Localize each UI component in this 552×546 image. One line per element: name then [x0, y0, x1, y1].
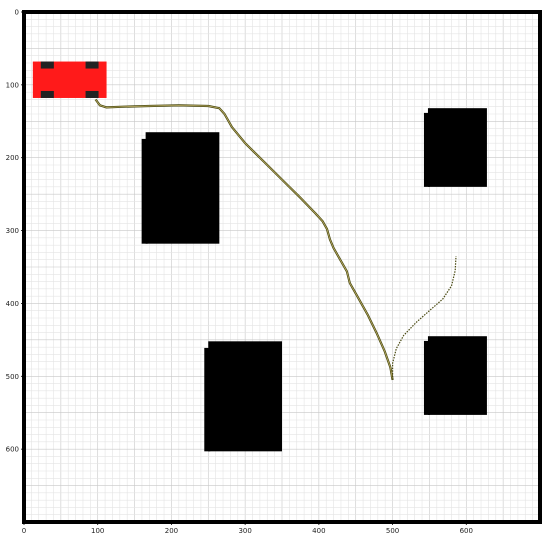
y-tick-label: 100 — [6, 81, 19, 89]
x-tick-label: 0 — [22, 527, 26, 535]
x-tick-label: 300 — [238, 527, 251, 535]
x-tick-label: 100 — [91, 527, 104, 535]
x-tick-label: 500 — [386, 527, 399, 535]
y-axis-ticks: 0 100 200 300 400 500 600 — [6, 9, 24, 454]
obstacle-4 — [427, 336, 487, 415]
vehicle-wheel — [40, 61, 54, 69]
x-axis-ticks: 0 100 200 300 400 500 600 — [22, 522, 473, 535]
y-tick-label: 600 — [6, 446, 19, 454]
y-tick-label: 500 — [6, 373, 19, 381]
obstacles — [141, 108, 487, 452]
x-tick-label: 600 — [460, 527, 473, 535]
x-tick-label: 200 — [165, 527, 178, 535]
obstacle-3 — [208, 341, 282, 452]
y-tick-label: 200 — [6, 154, 19, 162]
y-tick-label: 0 — [15, 9, 19, 17]
y-tick-label: 400 — [6, 300, 19, 308]
plot-frame — [22, 10, 542, 524]
vehicle-wheel — [85, 90, 99, 98]
obstacle-1 — [145, 132, 220, 244]
x-tick-label: 400 — [312, 527, 325, 535]
vehicle — [32, 61, 107, 98]
vehicle-wheel — [40, 90, 54, 98]
obstacle-2 — [427, 108, 487, 187]
planned-path-highlight — [95, 99, 393, 380]
reverse-path — [392, 256, 457, 380]
obstacle-4-edge — [423, 340, 430, 415]
y-tick-label: 300 — [6, 227, 19, 235]
obstacle-1-edge — [141, 138, 148, 244]
obstacle-3-edge — [204, 347, 211, 452]
paths — [94, 98, 457, 381]
vehicle-wheel — [85, 61, 99, 69]
obstacle-2-edge — [423, 112, 430, 187]
